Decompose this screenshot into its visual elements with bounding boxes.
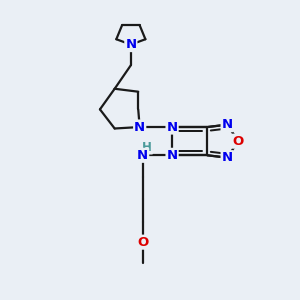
Text: N: N — [134, 121, 145, 134]
Text: N: N — [222, 151, 233, 164]
Text: N: N — [222, 118, 233, 131]
Text: N: N — [167, 149, 178, 162]
Text: O: O — [233, 135, 244, 148]
Text: O: O — [137, 236, 148, 249]
Text: H: H — [142, 141, 152, 154]
Text: N: N — [167, 121, 178, 134]
Text: N: N — [125, 38, 136, 51]
Text: N: N — [137, 149, 148, 162]
